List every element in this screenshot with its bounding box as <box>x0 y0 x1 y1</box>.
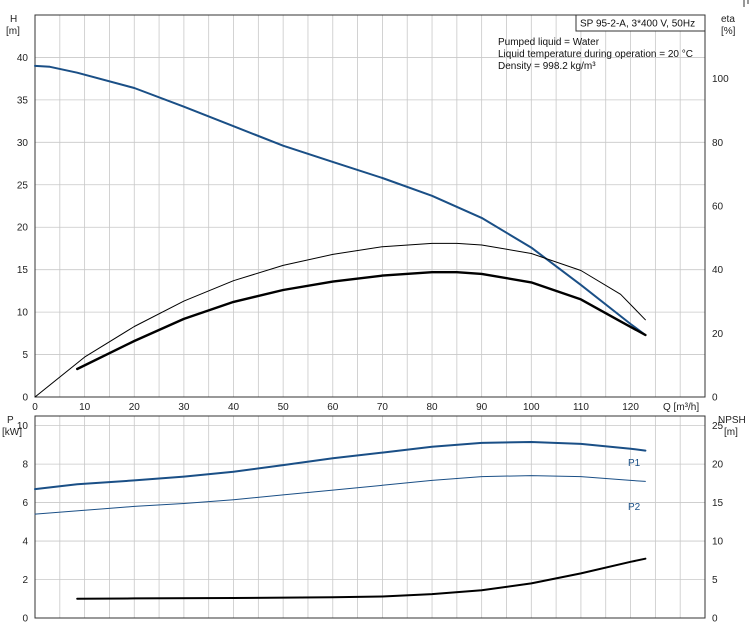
bottom-left-tick-label: 8 <box>22 460 28 471</box>
top-chart-frame <box>34 14 706 398</box>
x-tick-label: 80 <box>426 402 438 413</box>
x-tick-label: 100 <box>523 402 540 413</box>
bottom-left-tick-label: 6 <box>22 498 28 509</box>
bottom-left-tick-label: 10 <box>17 421 29 432</box>
top-left-tick-label: 25 <box>17 180 29 191</box>
top-right-axis-unit: [%] <box>721 26 736 37</box>
top-left-tick-label: 35 <box>17 95 29 106</box>
x-tick-label: 30 <box>178 402 190 413</box>
corner-marker <box>743 0 749 7</box>
top-right-tick-label: 40 <box>712 265 724 276</box>
series-label-p1: P1 <box>628 458 641 469</box>
top-right-tick-label: 60 <box>712 202 724 213</box>
info-block: Pumped liquid = Water Liquid temperature… <box>498 37 693 72</box>
x-tick-label: 50 <box>278 402 290 413</box>
bottom-curve-1 <box>34 441 647 491</box>
top-curve-3 <box>76 271 647 371</box>
x-tick-label: 70 <box>377 402 389 413</box>
top-left-tick-label: 5 <box>22 350 28 361</box>
bottom-chart-frame <box>34 415 706 619</box>
top-left-tick-label: 30 <box>17 138 29 149</box>
bottom-right-axis-unit: [m] <box>724 427 738 438</box>
top-left-axis-label: H <box>10 14 17 25</box>
x-axis-label: Q [m³/h] <box>663 402 699 413</box>
series-label-p2: P2 <box>628 502 641 513</box>
top-left-tick-label: 15 <box>17 265 29 276</box>
x-tick-label: 90 <box>476 402 488 413</box>
bottom-right-tick-label: 15 <box>712 498 724 509</box>
bottom-left-tick-label: 0 <box>22 614 28 625</box>
x-tick-label: 120 <box>622 402 639 413</box>
info-line: Liquid temperature during operation = 20… <box>498 49 693 60</box>
tick-labels: 0510152025303540020406080100024681005101… <box>17 53 729 625</box>
info-line: Density = 998.2 kg/m³ <box>498 61 596 72</box>
x-tick-label: 0 <box>32 402 38 413</box>
curves <box>34 64 647 600</box>
top-chart-grid <box>35 15 705 397</box>
bottom-left-axis-label: P <box>7 415 14 426</box>
top-left-tick-label: 10 <box>17 308 29 319</box>
top-left-axis-unit: [m] <box>6 26 20 37</box>
bottom-curve-2 <box>34 475 646 515</box>
bottom-left-axis-unit: [kW] <box>2 427 22 438</box>
bottom-right-tick-label: 10 <box>712 537 724 548</box>
info-line: Pumped liquid = Water <box>498 37 600 48</box>
top-left-tick-label: 40 <box>17 53 29 64</box>
x-tick-label: 110 <box>573 402 589 413</box>
top-right-tick-label: 80 <box>712 138 724 149</box>
top-curve-2 <box>34 242 646 398</box>
x-tick-label: 20 <box>129 402 141 413</box>
bottom-right-tick-label: 20 <box>712 460 724 471</box>
bottom-curve-3 <box>76 557 647 600</box>
bottom-right-tick-label: 0 <box>712 614 718 625</box>
top-left-tick-label: 20 <box>17 223 29 234</box>
bottom-right-tick-label: 25 <box>712 421 724 432</box>
bottom-right-axis-label: NPSH <box>718 415 746 426</box>
top-right-tick-label: 0 <box>712 393 718 404</box>
top-curve-1 <box>34 64 647 336</box>
bottom-right-tick-label: 5 <box>712 575 718 586</box>
top-right-tick-label: 20 <box>712 329 724 340</box>
bottom-left-tick-label: 4 <box>22 537 28 548</box>
bottom-left-tick-label: 2 <box>22 575 28 586</box>
x-tick-label: 60 <box>327 402 339 413</box>
x-tick-label: 10 <box>79 402 91 413</box>
legend-box-text: SP 95-2-A, 3*400 V, 50Hz <box>580 19 695 30</box>
legend-box <box>575 14 706 32</box>
top-right-axis-label: eta <box>721 14 735 25</box>
top-right-tick-label: 100 <box>712 74 729 85</box>
x-tick-label: 40 <box>228 402 240 413</box>
top-left-tick-label: 0 <box>22 393 28 404</box>
